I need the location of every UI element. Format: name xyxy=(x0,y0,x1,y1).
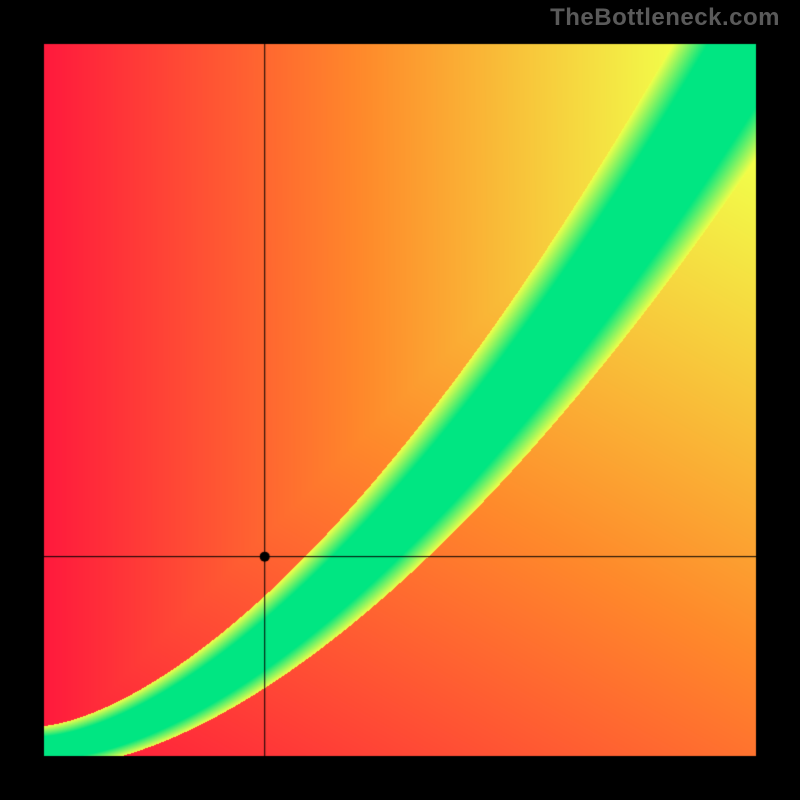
chart-container: { "watermark": "TheBottleneck.com", "can… xyxy=(0,0,800,800)
watermark-text: TheBottleneck.com xyxy=(550,4,780,32)
bottleneck-heatmap xyxy=(0,0,800,800)
